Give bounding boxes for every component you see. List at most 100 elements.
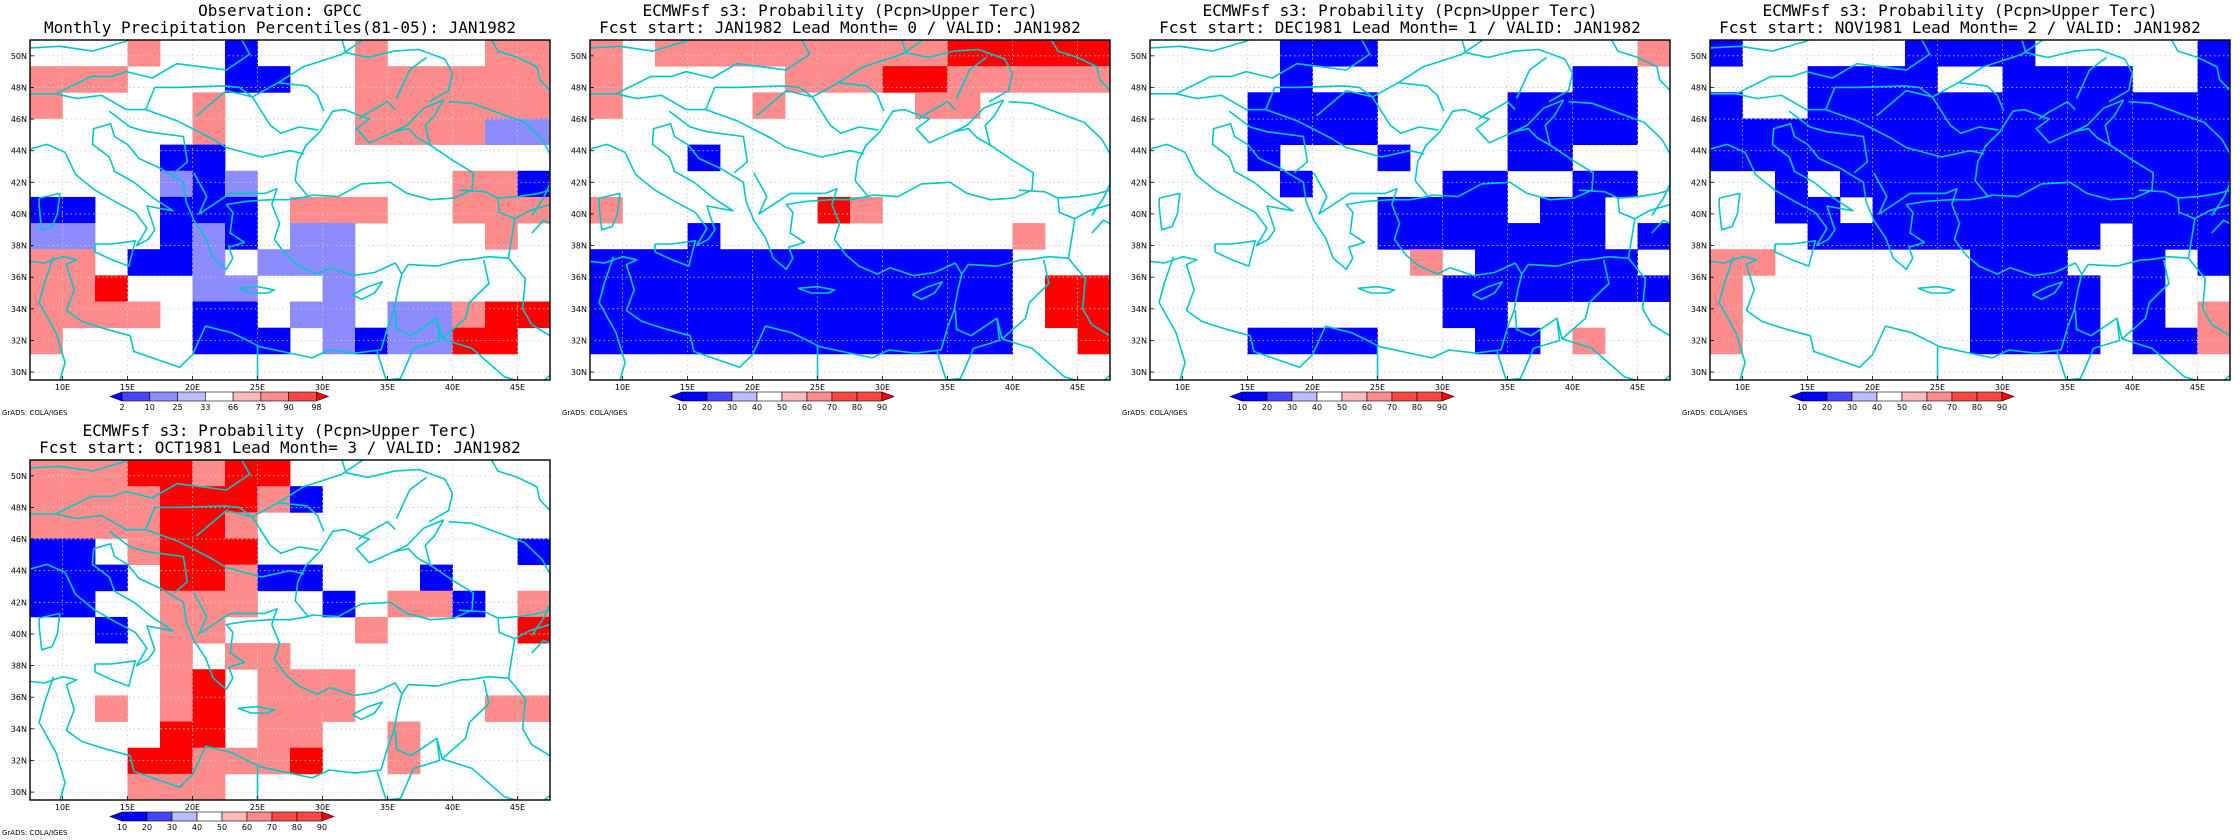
coastline <box>1774 240 1817 267</box>
coastline <box>376 738 441 800</box>
grid-cell <box>655 249 688 276</box>
coastline <box>441 758 550 800</box>
grid-cell <box>485 40 518 67</box>
coastline <box>1521 198 1636 275</box>
grid-cell <box>2002 66 2036 93</box>
grid-cell <box>192 327 226 355</box>
grid-cell <box>30 327 63 355</box>
coastline <box>2021 40 2134 103</box>
lat-tick-label: 34N <box>571 305 587 314</box>
grid-cell <box>1280 170 1313 198</box>
lon-tick-label: 15E <box>1800 383 1815 392</box>
grid-cell <box>1637 40 1671 67</box>
coastline <box>251 81 325 112</box>
coastlines <box>1710 40 2230 380</box>
grads-credit: GrADS: COLA/IGES <box>1122 409 1188 417</box>
lat-tick-label: 50N <box>11 472 27 481</box>
grid-cell <box>1345 118 1378 146</box>
map-frame <box>1709 39 2231 381</box>
grid-cell <box>1442 301 1476 329</box>
grid-cell <box>290 747 323 775</box>
colorbar-segment <box>1316 391 1343 402</box>
grid-cell <box>225 40 258 67</box>
grid-cell <box>655 301 688 329</box>
lat-tick-label: 38N <box>1691 242 1707 251</box>
grid-cell <box>947 92 981 119</box>
coastline <box>2073 99 2125 147</box>
colorbar-label: 80 <box>292 823 302 832</box>
lon-tick-label: 25E <box>250 383 265 392</box>
grid-cell <box>752 40 786 67</box>
coastline <box>1515 56 1547 99</box>
colorbar-segment <box>1951 391 1978 402</box>
grid-cell <box>1807 92 1841 119</box>
coastline <box>837 40 924 84</box>
lat-tick-label: 50N <box>1131 52 1147 61</box>
colorbar-segment <box>288 391 317 402</box>
grid-cell <box>1970 118 2003 146</box>
grid-cell <box>1442 196 1476 224</box>
grid-cell <box>1077 327 1111 355</box>
grid-cell <box>2165 170 2198 198</box>
grid-cell <box>192 249 226 276</box>
coastline <box>1514 259 1610 340</box>
coastline <box>458 189 550 199</box>
lon-tick-label: 30E <box>875 383 890 392</box>
lon-tick-label: 40E <box>1565 383 1580 392</box>
coastline <box>193 172 278 215</box>
colorbar-label: 70 <box>1947 403 1957 412</box>
colorbar-label: 90 <box>1997 403 2007 412</box>
grid-cell <box>30 92 63 119</box>
colorbar-segment <box>1416 391 1443 402</box>
lon-tick-label: 40E <box>445 383 460 392</box>
grid-cell <box>1970 275 2003 302</box>
grid-cell <box>1475 196 1508 224</box>
grid-cell <box>127 486 161 513</box>
grid-cell <box>687 301 721 329</box>
colorbar-segment <box>1876 391 1903 402</box>
grid-cell <box>1572 196 1606 224</box>
lat-tick-label: 36N <box>11 693 27 702</box>
coastline <box>2038 100 2076 120</box>
lon-tick-label: 10E <box>55 383 70 392</box>
grid-cell <box>2132 170 2166 198</box>
grid-cell <box>2002 170 2036 198</box>
coastline <box>30 204 403 369</box>
lat-tick-label: 48N <box>1131 83 1147 92</box>
coastline <box>376 318 441 380</box>
colorbar-segment <box>1789 391 1803 402</box>
lat-tick-label: 32N <box>1131 336 1147 345</box>
grid-cell <box>817 40 851 67</box>
grid-cell <box>1840 92 1873 119</box>
grid-cell <box>1807 118 1841 146</box>
grid-cell <box>915 301 948 329</box>
colorbar-segment <box>121 811 148 822</box>
grid-cell <box>62 196 96 224</box>
colorbar-label: 40 <box>1312 403 1322 412</box>
coastline <box>195 509 319 555</box>
grid-cell <box>622 275 656 302</box>
colorbar-segment <box>731 391 758 402</box>
lat-tick-label: 42N <box>571 178 587 187</box>
grid-cell <box>2035 92 2068 119</box>
grid-cell <box>2197 144 2231 172</box>
coastlines <box>30 40 550 380</box>
lon-tick-label: 20E <box>1305 383 1320 392</box>
grid-cell <box>127 512 161 539</box>
grid-cell <box>257 564 291 592</box>
grid-cell <box>290 721 323 749</box>
coastline <box>1315 89 1439 135</box>
grid-cell <box>30 66 63 93</box>
coastline <box>1610 40 1670 92</box>
coastline <box>108 110 189 174</box>
lat-tick-label: 48N <box>11 83 27 92</box>
coastline <box>590 123 1033 271</box>
lat-tick-label: 38N <box>11 662 27 671</box>
grid-cell <box>192 747 226 775</box>
colorbar-segment <box>1229 391 1243 402</box>
grid-cell <box>1572 327 1606 355</box>
coastline <box>94 660 137 687</box>
coastline <box>531 639 550 654</box>
coastline <box>1008 100 1110 216</box>
colorbar-segment <box>221 811 248 822</box>
